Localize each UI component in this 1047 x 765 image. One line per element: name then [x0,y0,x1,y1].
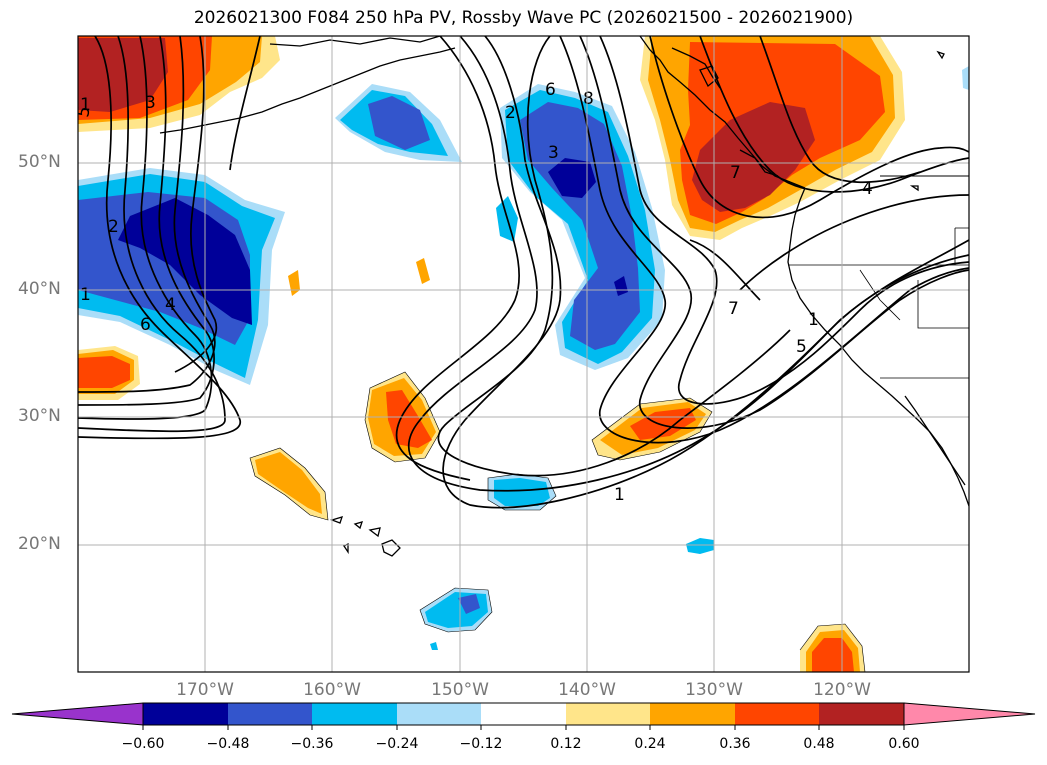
contour-label: 1 [80,285,91,305]
colorbar-bin [143,703,228,725]
colorbar-tick-label: −0.60 [121,736,165,752]
colorbar-tick-label: 0.12 [550,736,582,752]
lon-label: 130°W [685,680,743,700]
contour-label: 7 [728,299,739,319]
colorbar-bin [566,703,650,725]
colorbar-bin [481,703,566,725]
contour-labels: 5 3 1 6 4 2 2 6 8 3 1 7 4 1 7 5 1 [73,80,873,505]
colorbar-bin [735,703,819,725]
lon-label: 120°W [813,680,871,700]
colorbar-extend-low [11,702,144,726]
colorbar-bin [819,703,904,725]
contour-label: 4 [165,295,176,315]
colorbar-bin [650,703,735,725]
colorbar-bin [397,703,481,725]
lat-label: 30°N [18,406,61,426]
map-plot-area: 5 3 1 6 4 2 2 6 8 3 1 7 4 1 7 5 1 [73,36,969,672]
lat-label: 50°N [18,152,61,172]
contour-label: 5 [796,337,807,357]
contour-label: 6 [545,80,556,100]
colorbar-tick-label: −0.12 [459,736,503,752]
rossby-contours [78,36,969,509]
colorbar-extend-high [903,702,1036,726]
colorbar-bin [312,703,397,725]
contour-label: 8 [583,89,594,109]
map-frame [77,35,970,673]
contour-label: 1 [808,310,819,330]
lon-label: 140°W [558,680,616,700]
colorbar-tick-label: 0.24 [634,736,666,752]
contour-label: 2 [505,103,516,123]
colorbar-tick-label: −0.36 [290,736,334,752]
colorbar-tick-label: −0.48 [206,736,250,752]
contour-label: 6 [140,315,151,335]
map-title: 2026021300 F084 250 hPa PV, Rossby Wave … [193,8,854,28]
coastlines [159,36,969,557]
contour-label: 1 [614,485,625,505]
contour-label: 4 [862,179,873,199]
graticule [78,36,969,672]
colorbar-tick-label: 0.48 [803,736,835,752]
contour-label: 3 [548,143,559,163]
colorbar-tick-label: −0.24 [375,736,419,752]
contour-label: 1 [80,95,91,115]
contour-label: 5 [73,105,95,119]
lon-label: 150°W [431,680,489,700]
contour-label: 3 [145,93,156,113]
lat-label: 40°N [18,279,61,299]
contour-label: 7 [730,163,741,183]
colorbar-tick-label: 0.60 [888,736,920,752]
colorbar [11,702,1036,730]
lat-label: 20°N [18,534,61,554]
contour-label: 2 [108,217,119,237]
lon-label: 160°W [303,680,361,700]
colorbar-bin [228,703,312,725]
lon-label: 170°W [176,680,234,700]
colorbar-tick-label: 0.36 [719,736,751,752]
